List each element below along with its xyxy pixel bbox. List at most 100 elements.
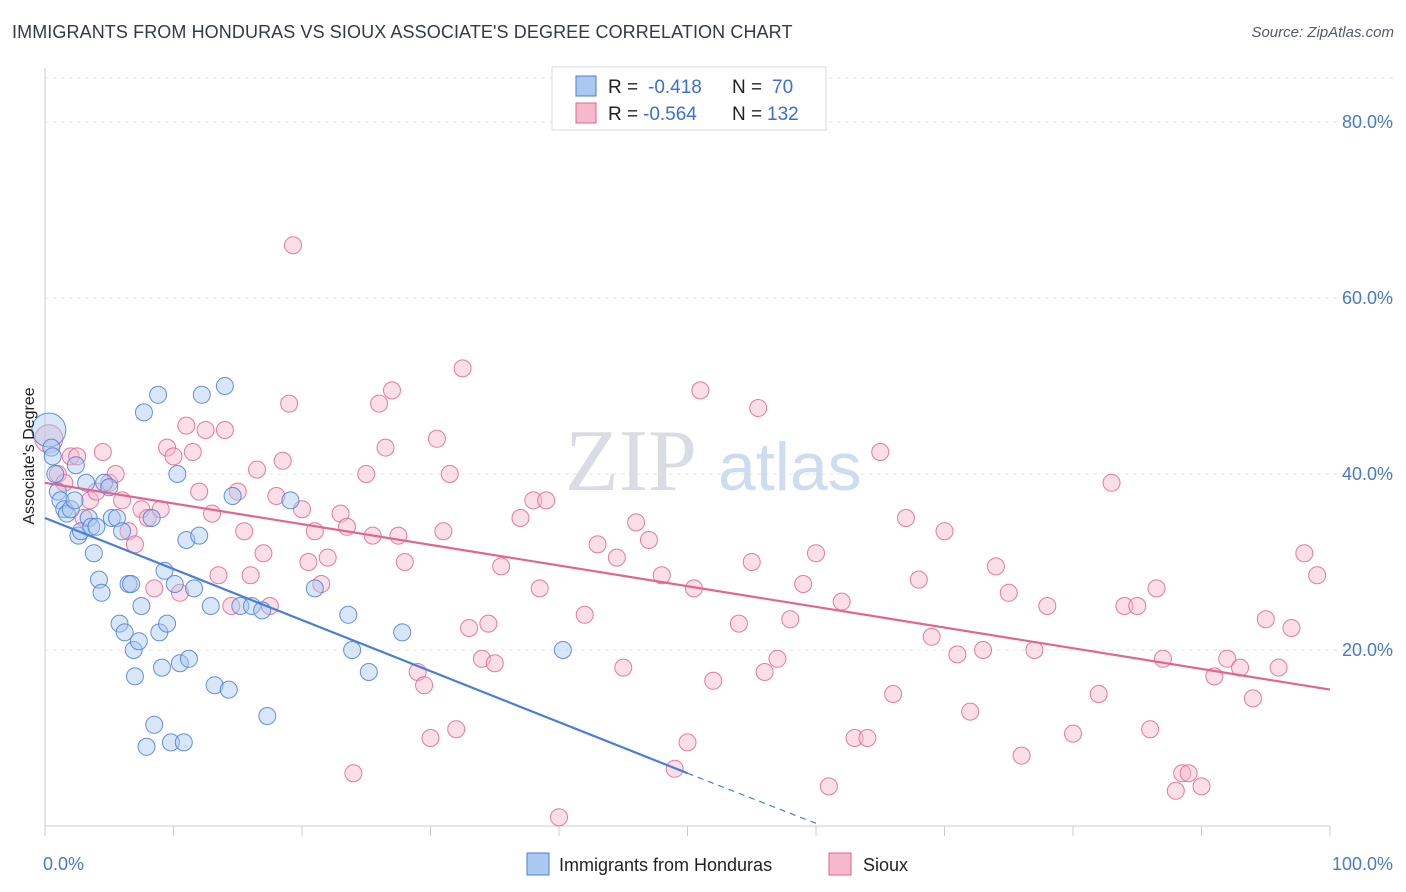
honduras-point-34 xyxy=(137,737,156,756)
sioux-point-113 xyxy=(1115,597,1134,615)
sioux-point-15 xyxy=(138,509,157,527)
legend-n-value-2: 132 xyxy=(767,104,799,125)
honduras-points xyxy=(31,377,572,756)
sioux-point-23 xyxy=(190,482,209,501)
honduras-point-60 xyxy=(258,707,277,725)
bottom-legend-sioux: Sioux xyxy=(863,855,908,875)
sioux-point-27 xyxy=(215,421,234,439)
sioux-point-121 xyxy=(1192,777,1211,796)
sioux-point-33 xyxy=(254,544,273,563)
sioux-point-89 xyxy=(781,610,800,629)
sioux-point-126 xyxy=(1256,610,1275,629)
sioux-point-82 xyxy=(691,381,710,400)
series-legend: Immigrants from Honduras Sioux xyxy=(526,852,908,876)
sioux-point-83 xyxy=(704,671,723,690)
sioux-point-36 xyxy=(273,451,292,470)
sioux-point-8 xyxy=(93,443,112,461)
sioux-point-125 xyxy=(1243,689,1262,708)
honduras-point-39 xyxy=(152,658,171,677)
honduras-point-33 xyxy=(134,403,153,422)
sioux-point-16 xyxy=(145,579,164,598)
sioux-point-58 xyxy=(434,522,453,541)
honduras-point-64 xyxy=(343,641,362,659)
sioux-point-69 xyxy=(530,579,549,598)
sioux-point-62 xyxy=(460,619,479,637)
honduras-point-45 xyxy=(170,654,189,673)
honduras-point-19 xyxy=(92,583,111,602)
sioux-point-99 xyxy=(909,570,928,589)
sioux-point-37 xyxy=(280,394,299,413)
tick-labels: 20.0% 40.0% 60.0% 80.0% 0.0% 100.0% xyxy=(43,112,1393,874)
sioux-point-32 xyxy=(248,460,267,479)
sioux-point-91 xyxy=(807,544,825,563)
honduras-point-17 xyxy=(87,517,106,536)
honduras-point-26 xyxy=(115,623,134,642)
sioux-point-109 xyxy=(1038,597,1057,615)
legend-n-label-2: N = xyxy=(732,104,762,125)
x-tick-label-0: 0.0% xyxy=(43,854,84,874)
honduras-point-46 xyxy=(174,733,193,752)
sioux-point-51 xyxy=(382,381,401,400)
sioux-point-49 xyxy=(370,394,389,413)
sioux-point-20 xyxy=(170,583,189,602)
sioux-point-40 xyxy=(299,553,318,571)
sioux-point-65 xyxy=(485,654,504,673)
y-tick-label-0: 20.0% xyxy=(1342,640,1393,660)
sioux-point-129 xyxy=(1295,544,1314,563)
x-tick-label-1: 100.0% xyxy=(1332,854,1393,874)
grid-lines xyxy=(45,77,1395,651)
honduras-point-49 xyxy=(185,579,204,598)
sioux-point-104 xyxy=(974,641,993,659)
legend-r-label-1: R = xyxy=(608,77,638,98)
sioux-point-53 xyxy=(395,553,414,571)
legend-n-label-1: N = xyxy=(732,77,762,98)
sioux-point-18 xyxy=(158,438,177,457)
source-label: Source: ZipAtlas.com xyxy=(1251,24,1394,41)
honduras-point-13 xyxy=(77,473,96,492)
sioux-point-77 xyxy=(639,531,658,549)
sioux-point-50 xyxy=(376,438,395,457)
sioux-point-84 xyxy=(729,614,748,633)
sioux-point-75 xyxy=(614,658,633,677)
sioux-point-59 xyxy=(440,465,459,483)
legend-r-label-2: R = xyxy=(608,104,638,125)
sioux-point-112 xyxy=(1102,473,1121,492)
sioux-point-38 xyxy=(284,236,303,255)
sioux-point-64 xyxy=(479,614,498,633)
sioux-point-73 xyxy=(588,535,607,554)
honduras-trend-extension xyxy=(687,772,817,824)
honduras-point-54 xyxy=(215,377,234,395)
chart-title: IMMIGRANTS FROM HONDURAS VS SIOUX ASSOCI… xyxy=(12,22,793,42)
sioux-point-105 xyxy=(986,557,1005,576)
sioux-trend-line xyxy=(44,481,1331,691)
watermark-atlas: atlas xyxy=(718,429,862,505)
sioux-point-100 xyxy=(922,627,941,646)
honduras-point-42 xyxy=(161,733,180,752)
sioux-point-24 xyxy=(196,421,215,439)
honduras-point-65 xyxy=(359,663,378,681)
honduras-point-67 xyxy=(553,641,572,659)
sioux-point-101 xyxy=(935,522,954,541)
y-tick-label-2: 60.0% xyxy=(1342,288,1393,308)
sioux-point-19 xyxy=(164,447,183,466)
sioux-point-80 xyxy=(678,733,697,752)
sioux-point-93 xyxy=(832,592,851,611)
sioux-point-85 xyxy=(742,553,761,571)
sioux-point-95 xyxy=(858,729,877,747)
honduras-point-43 xyxy=(165,575,184,593)
honduras-point-16 xyxy=(84,544,103,563)
honduras-point-44 xyxy=(168,465,187,483)
honduras-point-32 xyxy=(132,597,151,615)
bottom-legend-honduras: Immigrants from Honduras xyxy=(559,855,772,875)
honduras-trend-line xyxy=(44,516,688,775)
y-tick-label-3: 80.0% xyxy=(1342,112,1393,132)
sioux-point-55 xyxy=(415,676,434,695)
honduras-point-25 xyxy=(113,522,132,541)
y-axis-label: Associate's Degree xyxy=(21,387,38,524)
legend-box xyxy=(551,66,827,131)
honduras-point-51 xyxy=(192,385,211,404)
bottom-swatch-blue xyxy=(526,852,550,876)
honduras-point-52 xyxy=(201,597,220,615)
sioux-point-118 xyxy=(1166,781,1185,800)
sioux-point-12 xyxy=(119,522,138,541)
